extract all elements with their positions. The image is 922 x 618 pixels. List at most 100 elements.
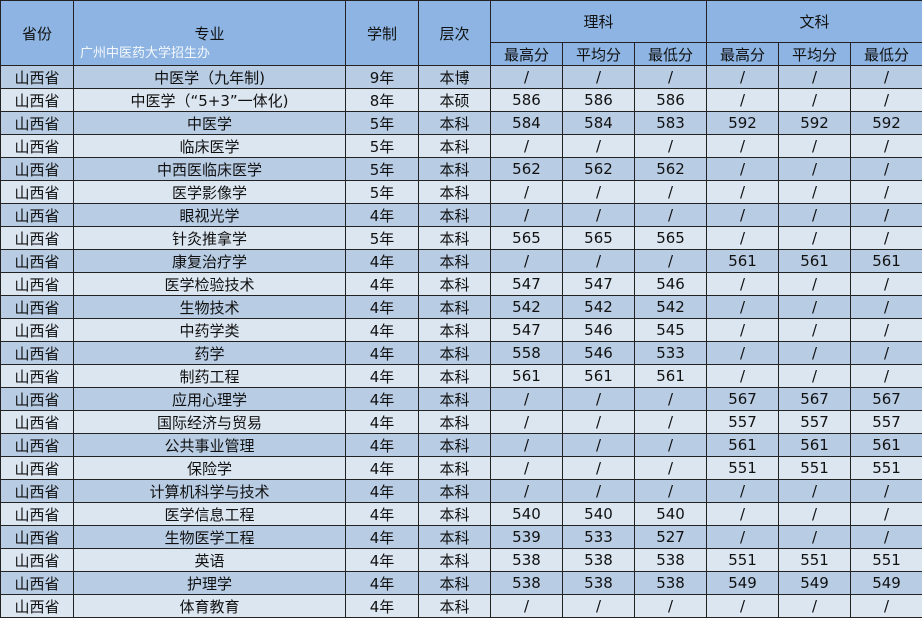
cell-science-avg: 584 — [562, 111, 635, 135]
cell-duration: 9年 — [345, 65, 419, 89]
cell-level: 本科 — [418, 548, 491, 572]
cell-arts-max: 549 — [706, 571, 780, 595]
cell-duration: 5年 — [345, 180, 419, 204]
cell-arts-min: 561 — [850, 249, 922, 273]
cell-science-min: 583 — [633, 111, 708, 135]
table-row: 山西省 医学检验技术 4年 本科 547 547 546// / — [0, 272, 922, 296]
cell-arts-avg: 551 — [778, 456, 852, 480]
cell-science-max: 561 — [490, 364, 563, 388]
cell-arts-min: / — [850, 502, 922, 526]
table-row: 山西省 应用心理学 4年 本科 / //567 567 567 — [0, 387, 922, 411]
cell-major: 中医学 — [73, 111, 346, 135]
cell-science-avg: 547 — [562, 272, 635, 296]
cell-science-max: / — [490, 410, 563, 434]
cell-science-min: / — [633, 387, 708, 411]
cell-major: 临床医学 — [73, 134, 346, 158]
cell-science-avg: / — [562, 180, 635, 204]
cell-duration: 4年 — [345, 203, 419, 227]
cell-major: 英语 — [73, 548, 346, 572]
cell-arts-max: 551 — [706, 456, 780, 480]
cell-science-min: 562 — [633, 157, 708, 181]
cell-province: 山西省 — [0, 180, 74, 204]
cell-arts-avg: 557 — [778, 410, 852, 434]
cell-duration: 4年 — [345, 272, 419, 296]
cell-arts-min: 592 — [850, 111, 922, 135]
cell-level: 本科 — [418, 410, 491, 434]
table-row: 山西省 计算机科学与技术 4年 本科 / / / / / / — [0, 479, 922, 503]
cell-arts-avg: / — [778, 134, 852, 158]
cell-science-avg: 546 — [562, 318, 635, 342]
cell-arts-min: / — [850, 525, 922, 549]
cell-level: 本硕 — [418, 88, 491, 112]
cell-arts-max: 592 — [706, 111, 780, 135]
cell-science-min: 546 — [633, 272, 708, 296]
table-row: 山西省 中医学 5年 本科 584 584 583 592 592 592 — [0, 111, 922, 135]
cell-level: 本科 — [418, 111, 491, 135]
table-row: 山西省 护理学 4年 本科 538 538 538 549 549 549 — [0, 571, 922, 595]
cell-major: 针灸推拿学 — [73, 226, 346, 250]
cell-duration: 4年 — [345, 479, 419, 503]
table-row: 山西省 英语 4年 本科 538 538 538 551 551 551 — [0, 548, 922, 572]
cell-level: 本科 — [418, 157, 491, 181]
cell-science-max: 558 — [490, 341, 563, 365]
cell-level: 本科 — [418, 571, 491, 595]
cell-province: 山西省 — [0, 502, 74, 526]
cell-arts-max: / — [706, 525, 780, 549]
cell-arts-avg: / — [778, 272, 852, 296]
cell-major: 中药学类 — [73, 318, 346, 342]
cell-arts-max: / — [706, 594, 780, 618]
cell-arts-avg: / — [778, 180, 852, 204]
cell-science-avg: 538 — [562, 571, 635, 595]
cell-arts-min: / — [850, 226, 922, 250]
cell-science-max: 586 — [490, 88, 563, 112]
header-arts-min: 最低分 — [850, 42, 922, 66]
cell-science-max: / — [490, 65, 563, 89]
cell-science-min: 542 — [633, 295, 708, 319]
cell-arts-max: / — [706, 479, 780, 503]
table-row: 山西省 生物技术 4年 本科 542 542 542// / — [0, 295, 922, 319]
cell-arts-avg: / — [778, 295, 852, 319]
cell-arts-max: / — [706, 180, 780, 204]
cell-science-avg: 533 — [562, 525, 635, 549]
cell-province: 山西省 — [0, 594, 74, 618]
cell-arts-avg: / — [778, 203, 852, 227]
cell-level: 本科 — [418, 502, 491, 526]
cell-major: 生物医学工程 — [73, 525, 346, 549]
cell-arts-avg: / — [778, 364, 852, 388]
cell-science-max: / — [490, 433, 563, 457]
cell-science-max: 584 — [490, 111, 563, 135]
cell-science-avg: / — [562, 433, 635, 457]
cell-arts-min: 561 — [850, 433, 922, 457]
cell-level: 本博 — [418, 65, 491, 89]
cell-science-min: / — [633, 410, 708, 434]
cell-arts-min: / — [850, 203, 922, 227]
cell-province: 山西省 — [0, 364, 74, 388]
table-row: 山西省 临床医学 5年 本科 / / / / / / — [0, 134, 922, 158]
cell-science-min: 561 — [633, 364, 708, 388]
cell-science-avg: 561 — [562, 364, 635, 388]
cell-arts-max: / — [706, 157, 780, 181]
cell-province: 山西省 — [0, 341, 74, 365]
cell-province: 山西省 — [0, 571, 74, 595]
table-row: 山西省 中医学（九年制) 9年 本博 / / / / / / — [0, 65, 922, 89]
cell-major: 康复治疗学 — [73, 249, 346, 273]
cell-province: 山西省 — [0, 65, 74, 89]
cell-science-avg: 546 — [562, 341, 635, 365]
cell-science-avg: / — [562, 410, 635, 434]
header-science: 理科 — [489, 0, 708, 43]
cell-province: 山西省 — [0, 157, 74, 181]
cell-major: 国际经济与贸易 — [73, 410, 346, 434]
cell-science-avg: 538 — [562, 548, 635, 572]
cell-arts-min: / — [850, 134, 922, 158]
header-province: 省份 — [0, 0, 74, 66]
cell-province: 山西省 — [0, 548, 74, 572]
cell-province: 山西省 — [0, 410, 74, 434]
cell-duration: 4年 — [345, 341, 419, 365]
cell-province: 山西省 — [0, 387, 74, 411]
table-row: 山西省 眼视光学 4年 本科 / / / / / / — [0, 203, 922, 227]
cell-science-max: 539 — [490, 525, 563, 549]
cell-arts-min: 551 — [850, 456, 922, 480]
cell-duration: 4年 — [345, 318, 419, 342]
cell-major: 医学影像学 — [73, 180, 346, 204]
